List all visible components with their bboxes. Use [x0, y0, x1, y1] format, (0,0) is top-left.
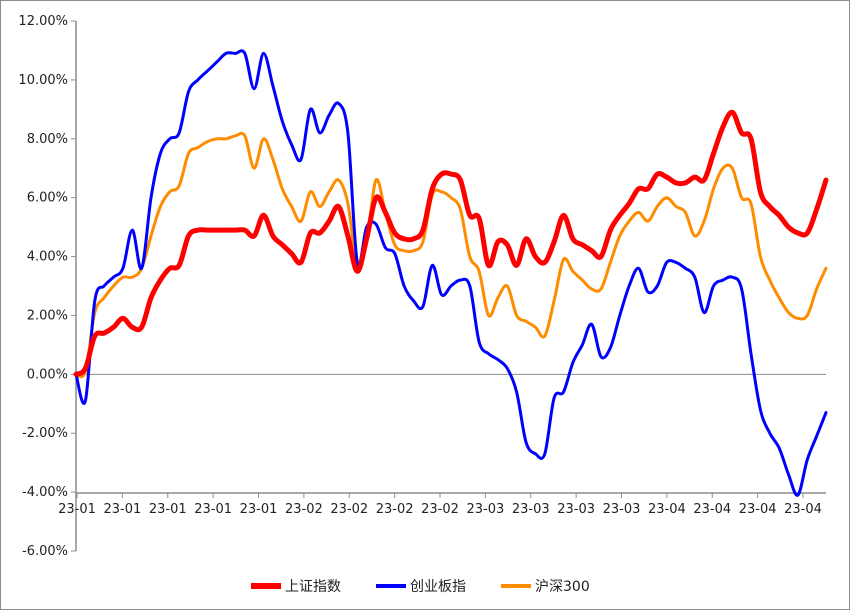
x-tick-label: 23-02 — [285, 502, 323, 517]
x-tick-label: 23-03 — [557, 502, 595, 517]
legend-item-hushen300-label: 沪深300 — [535, 579, 590, 595]
x-tick-label: 23-03 — [512, 502, 550, 517]
series-line-shangzheng — [73, 109, 829, 377]
x-tick-label: 23-03 — [466, 502, 504, 517]
y-tick-label: -4.00% — [22, 485, 68, 500]
x-axis-ticks: 23-01 23-01 23-01 23-01 23-01 23-02 23-02 23-02… — [58, 493, 822, 517]
x-tick-label: 23-03 — [603, 502, 641, 517]
y-axis-ticks: 12.00% 10.00% 8.00% 6.00% 4.00% 2.00% 0.00% -2.… — [18, 14, 76, 559]
x-tick-label: 23-01 — [240, 502, 278, 517]
x-tick-label: 23-04 — [739, 502, 777, 517]
x-tick-label: 23-04 — [784, 502, 822, 517]
y-tick-label: 12.00% — [18, 14, 68, 29]
x-tick-label: 23-01 — [194, 502, 232, 517]
y-tick-label: 10.00% — [18, 73, 68, 88]
x-tick-label: 23-02 — [421, 502, 459, 517]
x-tick-label: 23-04 — [648, 502, 686, 517]
y-tick-label: 0.00% — [27, 367, 68, 382]
x-tick-label: 23-04 — [693, 502, 731, 517]
x-tick-label: 23-01 — [58, 502, 96, 517]
series-lines — [73, 49, 829, 497]
y-tick-label: -6.00% — [22, 544, 68, 559]
y-tick-label: -2.00% — [22, 426, 68, 441]
y-tick-label: 4.00% — [27, 250, 68, 265]
x-tick-label: 23-02 — [330, 502, 368, 517]
y-tick-label: 8.00% — [27, 132, 68, 147]
y-tick-label: 6.00% — [27, 191, 68, 206]
legend-item-shangzheng-label: 上证指数 — [285, 579, 341, 595]
series-line-hushen300 — [74, 131, 828, 379]
y-tick-label: 2.00% — [27, 308, 68, 323]
x-tick-label: 23-01 — [149, 502, 187, 517]
x-tick-label: 23-02 — [376, 502, 414, 517]
series-line-chuangyeban — [74, 49, 828, 497]
axes — [75, 21, 826, 551]
legend-item-chuangyeban-label: 创业板指 — [410, 579, 466, 595]
legend: 上证指数 创业板指 沪深300 — [251, 579, 590, 595]
x-tick-label: 23-01 — [103, 502, 141, 517]
